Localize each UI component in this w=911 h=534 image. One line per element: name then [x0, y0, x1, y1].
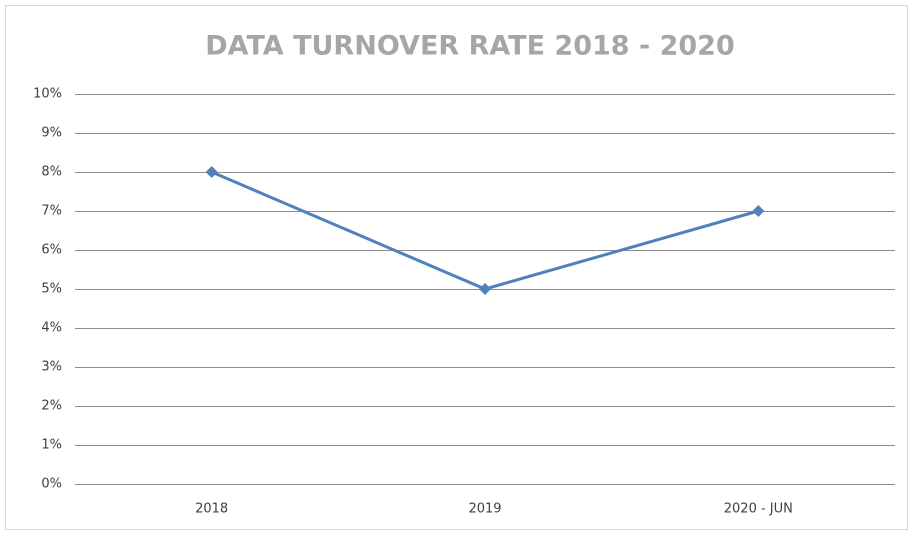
- x-tick-label: 2020 - JUN: [724, 502, 793, 517]
- y-tick-label: 2%: [41, 399, 62, 414]
- y-tick-label: 5%: [41, 282, 62, 297]
- marker: [752, 205, 765, 217]
- chart-border: [5, 5, 908, 530]
- y-tick-label: 7%: [41, 204, 62, 219]
- y-tick-label: 8%: [41, 165, 62, 180]
- y-tick-label: 1%: [41, 438, 62, 453]
- y-tick-label: 6%: [41, 243, 62, 258]
- marker: [479, 283, 491, 295]
- y-tick-label: 4%: [41, 321, 62, 336]
- y-tick-label: 10%: [33, 87, 62, 102]
- x-tick-label: 2018: [195, 502, 228, 517]
- chart-title: DATA TURNOVER RATE 2018 - 2020: [205, 31, 734, 62]
- x-tick-label: 2019: [468, 502, 501, 517]
- marker: [205, 166, 218, 178]
- y-tick-label: 3%: [41, 360, 62, 375]
- y-tick-label: 9%: [41, 126, 62, 141]
- y-tick-label: 0%: [41, 477, 62, 492]
